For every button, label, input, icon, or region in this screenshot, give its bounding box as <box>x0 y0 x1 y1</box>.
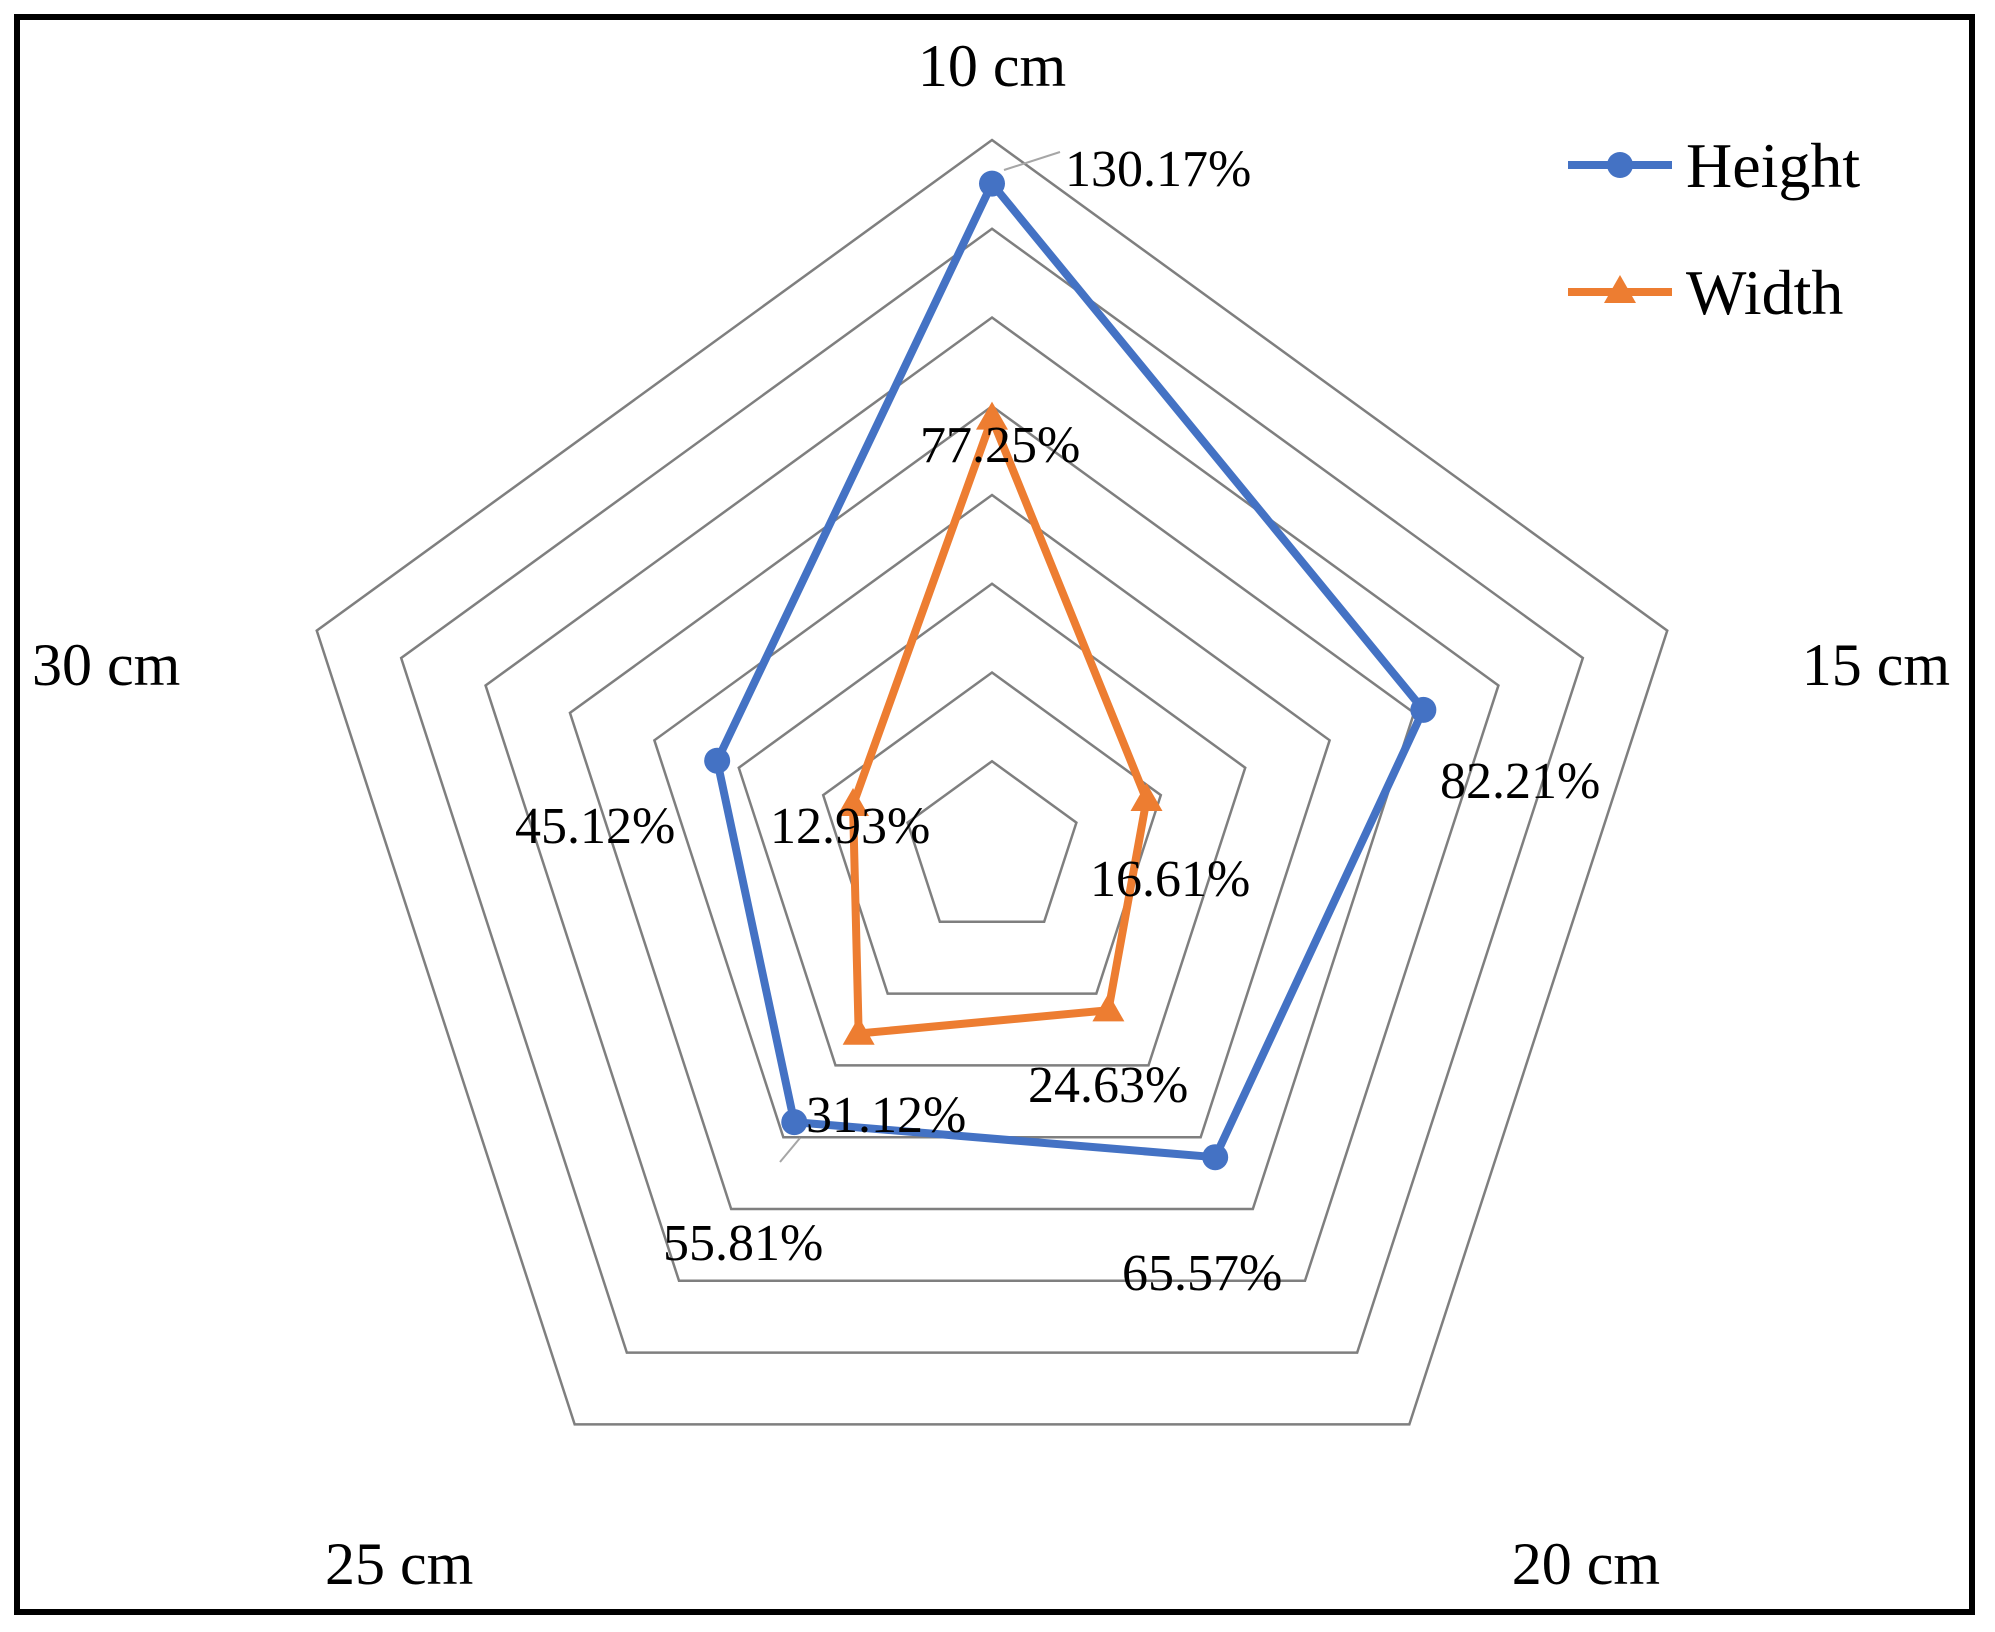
category-label: 25 cm <box>325 1531 473 1597</box>
data-point-height <box>704 747 731 774</box>
data-point-width <box>1092 993 1125 1022</box>
grid-ring <box>399 227 1585 1354</box>
category-label: 15 cm <box>1802 632 1950 698</box>
data-label-width: 16.61% <box>1090 851 1250 908</box>
legend: Height Width <box>1568 130 1860 328</box>
radar-series <box>704 170 1437 1171</box>
grid-ring <box>906 759 1078 924</box>
data-point-height <box>979 170 1005 197</box>
grid-ring <box>484 315 1500 1283</box>
data-point-width <box>842 1016 875 1045</box>
grid-ring <box>315 138 1669 1426</box>
grid-ring <box>568 404 1416 1211</box>
chart-frame <box>14 14 1975 1615</box>
radar-labels: 10 cm 15 cm 20 cm 25 cm 30 cm 130.17% 82.21% 65… <box>32 33 1950 1597</box>
data-label-height: 130.17% <box>1065 141 1251 198</box>
data-label-width: 12.93% <box>770 798 930 855</box>
data-point-height <box>1202 1144 1229 1171</box>
data-label-width: 24.63% <box>1028 1057 1188 1114</box>
data-point-width <box>976 401 1008 430</box>
data-label-height: 45.12% <box>515 798 675 855</box>
legend-label-height: Height <box>1686 130 1860 201</box>
data-label-height: 82.21% <box>1440 753 1600 810</box>
category-label: 10 cm <box>918 33 1066 99</box>
grid-ring <box>737 582 1247 1067</box>
series-line-height <box>713 179 1428 1162</box>
legend-marker <box>1607 152 1633 178</box>
data-label-width: 77.25% <box>920 417 1080 474</box>
leader-line <box>779 1137 801 1163</box>
data-point-width <box>1130 782 1163 811</box>
data-label-height: 55.81% <box>663 1215 823 1272</box>
data-label-height: 65.57% <box>1122 1245 1282 1302</box>
data-label-width: 31.12% <box>806 1087 966 1144</box>
data-point-height <box>781 1109 808 1136</box>
category-label: 30 cm <box>32 632 180 698</box>
leader-line <box>1003 151 1061 171</box>
data-point-width <box>837 788 870 817</box>
legend-label-width: Width <box>1686 257 1843 328</box>
category-label: 20 cm <box>1512 1531 1660 1597</box>
series-line-width <box>849 414 1151 1038</box>
legend-marker <box>1604 275 1636 303</box>
data-point-height <box>1410 696 1437 723</box>
